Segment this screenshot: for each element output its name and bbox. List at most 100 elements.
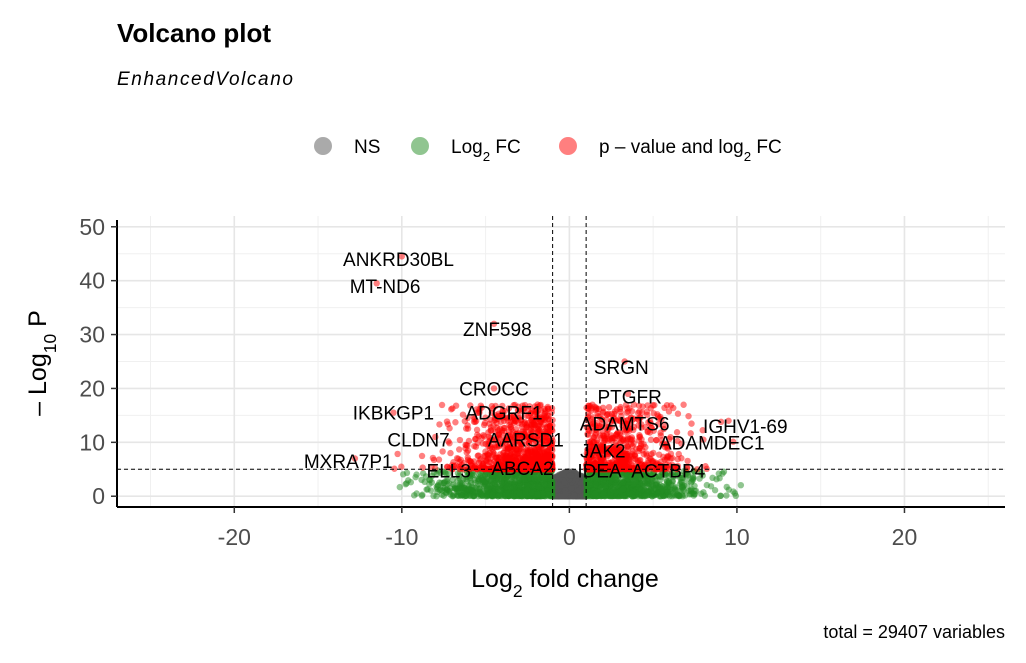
point-sig <box>670 404 677 412</box>
x-tick-label: 0 <box>563 524 576 550</box>
chart-title: Volcano plot <box>117 18 271 48</box>
point-sig <box>639 447 646 454</box>
legend-key-sig <box>559 137 577 155</box>
point-sig <box>674 410 682 417</box>
point-fc <box>494 492 502 500</box>
x-axis-title: Log2 fold change <box>471 565 659 601</box>
gene-label: CLDN7 <box>387 431 449 452</box>
point-sig <box>394 450 401 458</box>
gene-label: ABCA2 <box>491 459 553 480</box>
data-points <box>351 253 745 500</box>
point-fc <box>719 470 726 477</box>
gene-label: JAK2 <box>580 441 625 462</box>
point-sig <box>548 405 556 412</box>
gene-label: ELL3 <box>427 461 471 482</box>
point-fc <box>664 488 671 496</box>
gene-label: ADGRF1 <box>465 404 542 425</box>
point-fc <box>510 484 518 491</box>
caption: total = 29407 variables <box>823 622 1005 642</box>
point-sig <box>436 421 443 428</box>
point-fc <box>628 490 635 498</box>
point-fc <box>731 490 739 497</box>
point-sig <box>456 446 463 453</box>
point-fc <box>717 492 724 499</box>
gene-label: ACTBP4 <box>631 461 705 482</box>
point-fc <box>419 470 427 477</box>
gene-label: ZNF598 <box>463 320 532 341</box>
gene-label: ANKRD30BL <box>343 250 454 271</box>
point-fc <box>534 491 542 498</box>
point-fc <box>591 490 599 498</box>
x-tick-label: -20 <box>218 524 251 550</box>
point-sig <box>685 412 692 420</box>
legend-key-ns <box>314 137 332 155</box>
point-sig <box>480 460 487 467</box>
point-ns <box>567 472 575 479</box>
point-fc <box>516 489 523 497</box>
legend: NS Log2 FC p – value and log2 FC <box>314 137 782 164</box>
point-fc <box>405 477 412 484</box>
point-sig <box>438 401 446 409</box>
point-fc <box>484 484 492 491</box>
point-sig <box>646 454 653 462</box>
x-tick-label: -10 <box>385 524 418 550</box>
point-fc <box>470 485 477 492</box>
point-sig <box>546 420 553 427</box>
gene-label: IKBKGP1 <box>353 404 434 425</box>
point-sig <box>456 436 464 444</box>
legend-label-fc: Log2 FC <box>451 137 521 164</box>
point-fc <box>479 477 486 484</box>
gene-label: CROCC <box>459 379 529 400</box>
point-fc <box>413 471 420 478</box>
point-fc <box>691 482 698 490</box>
point-fc <box>483 491 491 498</box>
point-fc <box>535 483 542 490</box>
point-sig <box>647 436 655 443</box>
point-ns <box>561 478 568 486</box>
point-sig <box>680 401 687 408</box>
legend-key-fc <box>411 137 429 155</box>
point-fc <box>410 492 418 499</box>
point-sig <box>419 464 426 471</box>
point-sig <box>474 452 481 460</box>
grid <box>117 216 1005 507</box>
point-fc <box>524 486 531 494</box>
point-fc <box>700 489 707 496</box>
y-axis-title: – Log10 P <box>24 310 60 416</box>
point-fc <box>648 485 655 492</box>
gene-label: AARSD1 <box>488 431 564 452</box>
point-fc <box>433 493 440 500</box>
y-tick-label: 40 <box>79 268 105 294</box>
point-sig <box>688 420 695 427</box>
point-fc <box>703 481 711 489</box>
x-tick-label: 10 <box>724 524 750 550</box>
point-fc <box>584 491 592 498</box>
point-ns <box>575 487 583 495</box>
point-sig <box>502 452 509 460</box>
point-fc <box>680 487 687 494</box>
point-fc <box>489 491 496 498</box>
point-ns <box>578 479 585 486</box>
point-sig <box>418 452 426 460</box>
point-ns <box>571 492 578 500</box>
point-fc <box>723 483 730 491</box>
point-sig <box>452 419 459 426</box>
y-tick-label: 50 <box>79 214 105 240</box>
point-fc <box>658 485 666 492</box>
point-fc <box>447 491 454 498</box>
point-fc <box>599 491 607 498</box>
point-fc <box>641 492 648 500</box>
point-fc <box>619 485 627 493</box>
point-sig <box>452 402 460 409</box>
gene-label: SRGN <box>594 358 649 379</box>
gene-label: IDEA <box>577 461 622 482</box>
point-sig <box>464 447 472 454</box>
point-fc <box>737 481 745 489</box>
point-ns <box>559 470 567 478</box>
gene-label: MT-ND6 <box>350 277 421 298</box>
point-fc <box>635 484 643 492</box>
x-tick-label: 20 <box>892 524 918 550</box>
